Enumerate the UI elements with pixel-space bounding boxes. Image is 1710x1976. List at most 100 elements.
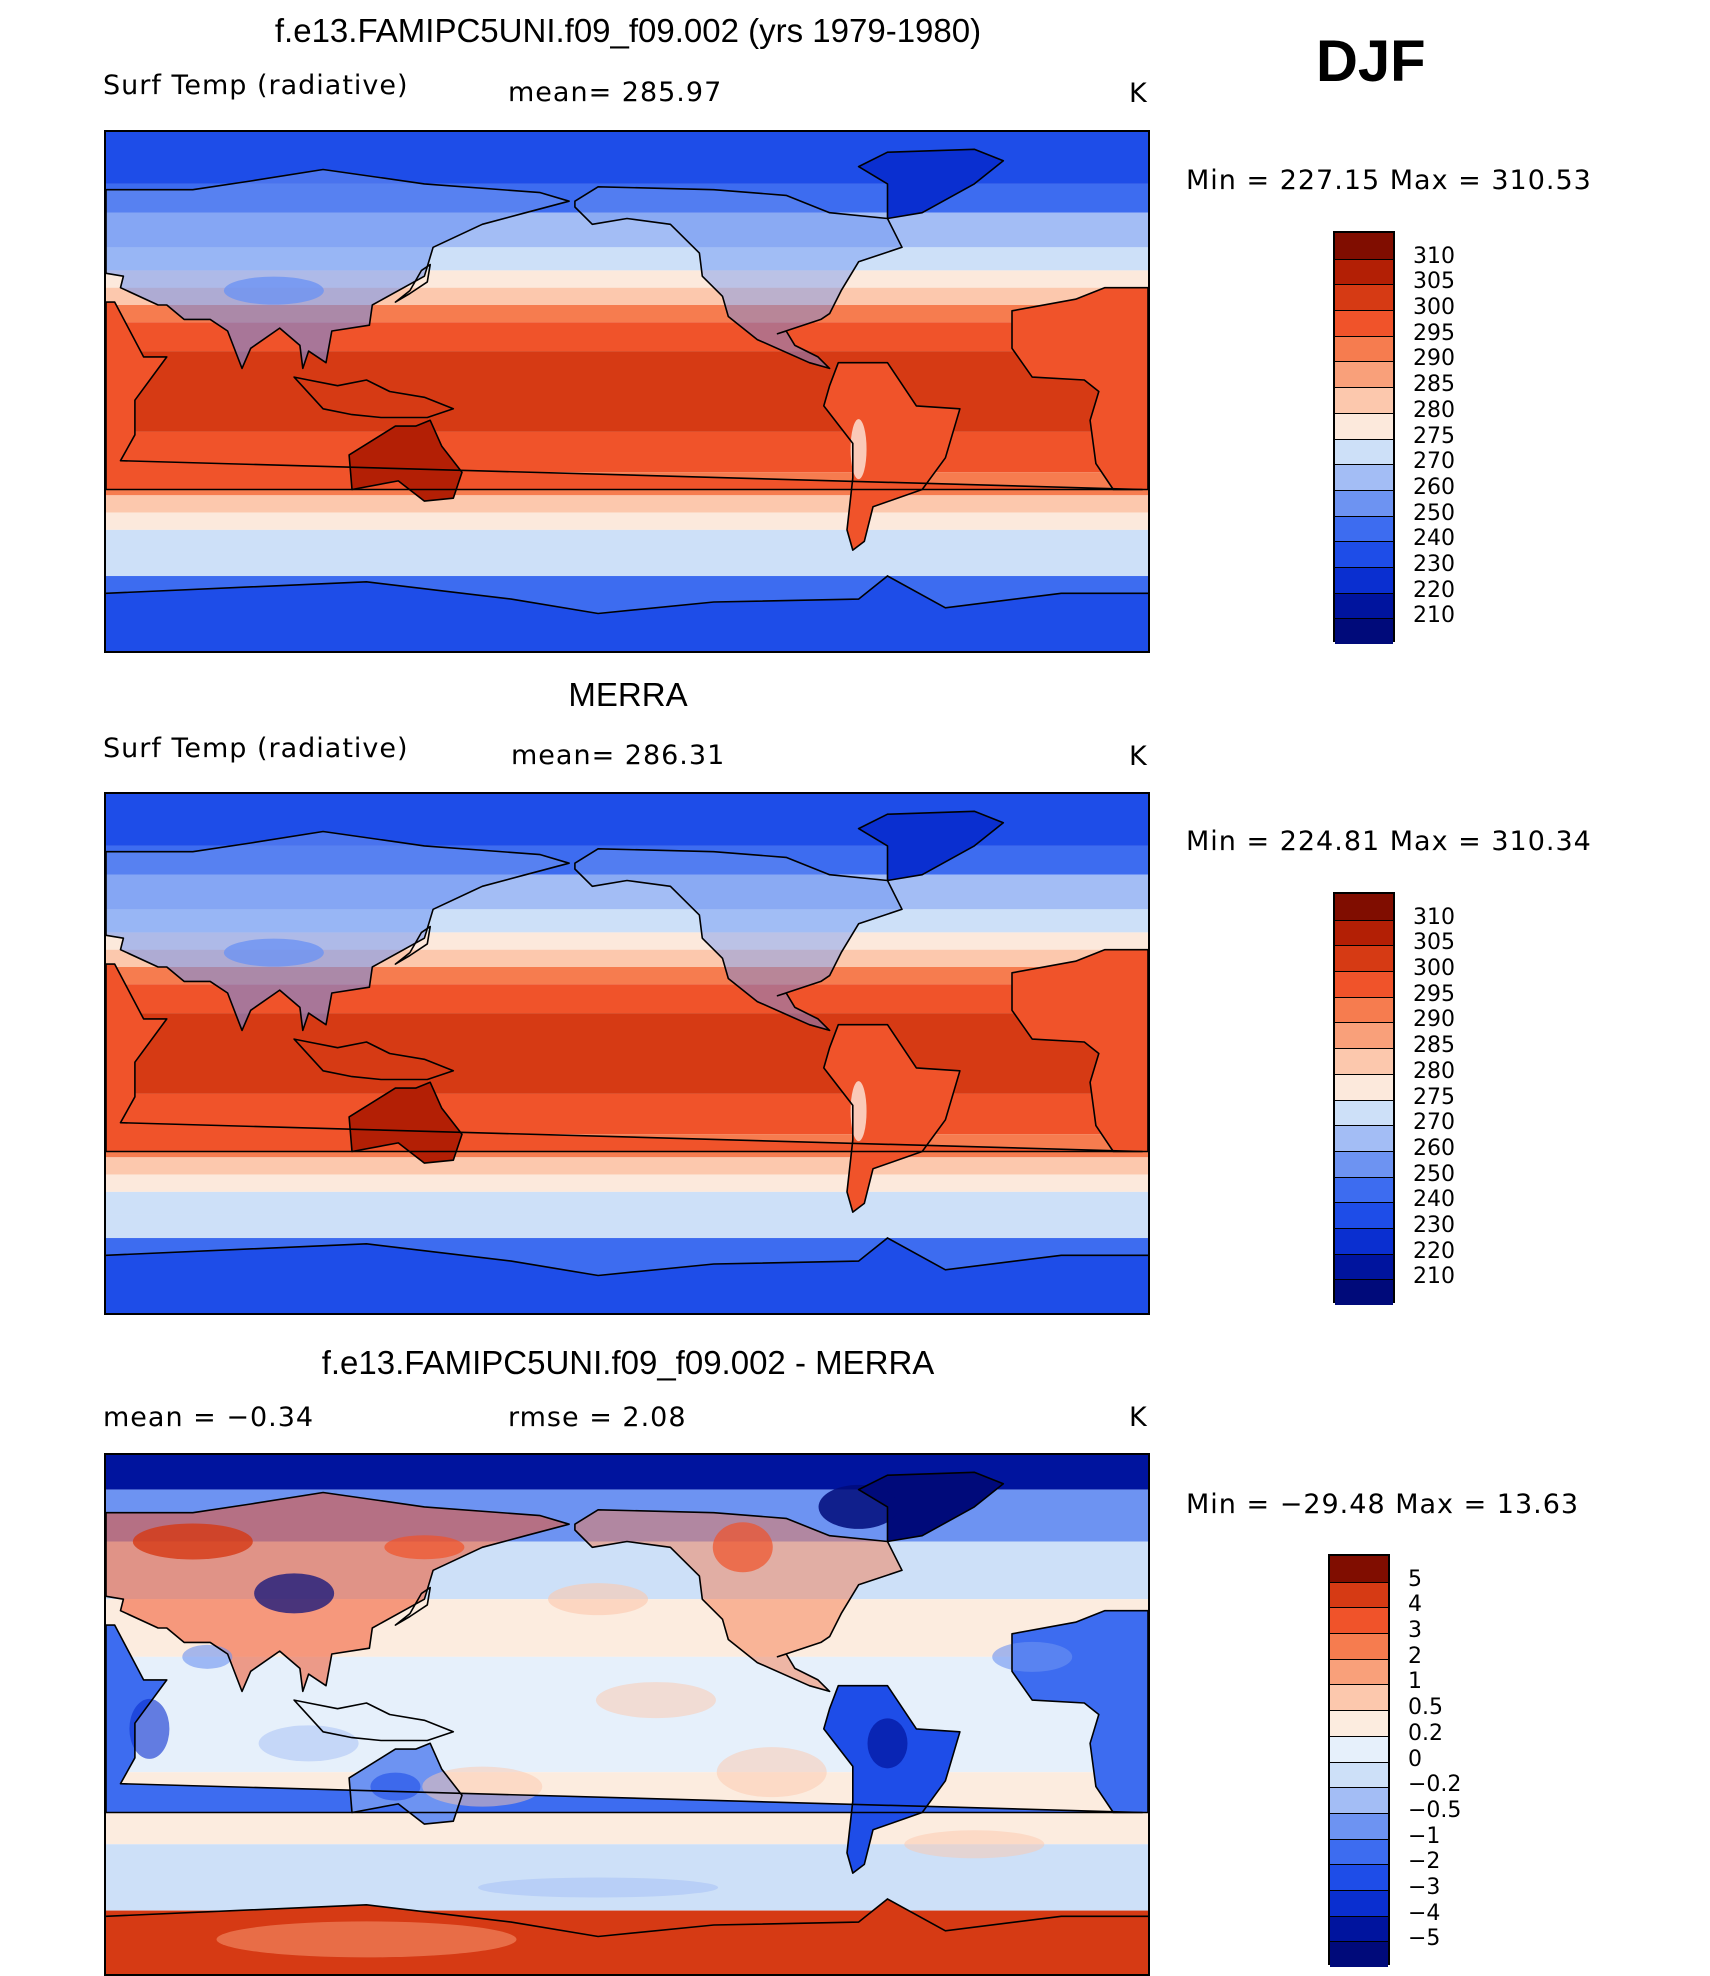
colorbar-swatch (1335, 361, 1393, 388)
colorbar-swatch (1330, 1684, 1388, 1711)
coastline (106, 963, 1143, 1153)
colorbar-tick-label: 275 (1413, 1084, 1455, 1110)
colorbar-tick-label: 220 (1413, 1238, 1455, 1264)
temperature-band (106, 495, 1148, 513)
anomaly-patch (904, 1830, 1045, 1859)
colorbar-swatch (1330, 1838, 1388, 1865)
panel-1-title: f.e13.FAMIPC5UNI.f09_f09.002 (yrs 1979-1… (274, 12, 982, 49)
colorbar-swatch (1335, 1048, 1393, 1074)
anomaly-patch (129, 1698, 170, 1759)
panel-3-map (104, 1453, 1150, 1976)
colorbar-tick-label: 290 (1413, 1007, 1455, 1033)
colorbar-swatch (1330, 1607, 1388, 1634)
anomaly-patch (867, 1718, 908, 1769)
colorbar-swatch (1335, 310, 1393, 336)
colorbar-tick-label: 230 (1413, 551, 1455, 577)
colorbar-swatch (1335, 412, 1393, 439)
panel-1-variable-label: Surf Temp (radiative) (103, 70, 409, 101)
coastline (348, 1742, 463, 1825)
colorbar-swatch (1335, 996, 1393, 1023)
colorbar-tick-label: 285 (1413, 1033, 1455, 1059)
colorbar-tick-label: −3 (1408, 1874, 1441, 1900)
land-shading (106, 576, 1148, 651)
temperature-band (106, 1013, 1148, 1094)
coastline (574, 185, 903, 370)
colorbar-tick-label: 4 (1408, 1592, 1422, 1618)
anomaly-patch (182, 1644, 233, 1669)
colorbar-swatch (1330, 1633, 1388, 1659)
colorbar-tick-label: 260 (1413, 1135, 1455, 1161)
anomaly-patch (992, 1641, 1073, 1672)
panel-2-colorbar (1333, 892, 1395, 1305)
colorbar-swatch (1330, 1864, 1388, 1890)
colorbar-tick-label: 280 (1413, 1058, 1455, 1084)
panel-2-min-max: Min = 224.81 Max = 310.34 (1186, 826, 1592, 857)
coastline (394, 1586, 432, 1626)
panel-2-mean-label: mean= 286.31 (511, 740, 726, 771)
land-shading (294, 377, 454, 418)
coastline (822, 361, 961, 551)
land-shading (349, 1082, 462, 1164)
colorbar-swatch (1330, 1710, 1388, 1736)
colorbar-swatch (1330, 1915, 1388, 1942)
colorbar-swatch (1330, 1556, 1388, 1582)
colorbar-tick-label: 240 (1413, 1187, 1455, 1213)
colorbar-swatch (1335, 233, 1393, 259)
land-shading (858, 149, 1004, 219)
colorbar-tick-label: 0.5 (1408, 1695, 1443, 1721)
panel-3-min-max: Min = −29.48 Max = 13.63 (1186, 1489, 1580, 1520)
colorbar-swatch (1335, 1227, 1393, 1254)
colorbar-tick-label: 295 (1413, 320, 1455, 346)
colorbar-tick-label: 230 (1413, 1212, 1455, 1238)
colorbar-swatch (1335, 541, 1393, 567)
colorbar-swatch (1335, 1150, 1393, 1177)
colorbar-swatch (1330, 1761, 1388, 1788)
colorbar-swatch (1330, 1581, 1388, 1608)
colorbar-tick-label: −2 (1408, 1849, 1441, 1875)
panel-3-mean-label: mean = −0.34 (103, 1402, 315, 1433)
anomaly-patch (223, 276, 324, 305)
land-shading (858, 811, 1004, 881)
panel-2-title: MERRA (568, 676, 688, 713)
colorbar-tick-label: 250 (1413, 1161, 1455, 1187)
anomaly-patch (223, 938, 324, 967)
land-shading (823, 1685, 960, 1874)
panel-3-rmse-label: rmse = 2.08 (508, 1402, 687, 1433)
land-shading (294, 1039, 454, 1080)
temperature-band (106, 529, 1148, 553)
colorbar-tick-label: 295 (1413, 981, 1455, 1007)
anomaly-patch (818, 1484, 899, 1529)
season-label: DJF (1316, 29, 1426, 94)
panel-2-units: K (1129, 741, 1148, 772)
colorbar-swatch (1335, 1125, 1393, 1151)
coastline (857, 1471, 1005, 1543)
coastline (348, 1081, 463, 1164)
colorbar-swatch (1330, 1658, 1388, 1685)
colorbar-tick-label: −5 (1408, 1926, 1441, 1952)
land-shading (1012, 949, 1148, 1152)
colorbar-swatch (1335, 1279, 1393, 1305)
anomaly-patch (254, 1573, 335, 1614)
coastline (106, 1624, 1143, 1814)
colorbar-tick-label: 305 (1413, 269, 1455, 295)
panel-3-title: f.e13.FAMIPC5UNI.f09_f09.002 - MERRA (321, 1344, 935, 1381)
land-shading (106, 831, 570, 1031)
temperature-band (106, 1191, 1148, 1215)
coastline (1011, 1609, 1148, 1814)
coastline (857, 148, 1005, 220)
panel-1-colorbar (1333, 231, 1395, 644)
land-shading (1012, 287, 1148, 490)
colorbar-tick-label: 300 (1413, 956, 1455, 982)
land-shading (823, 362, 960, 551)
colorbar-tick-label: 310 (1413, 904, 1455, 930)
colorbar-swatch (1335, 1202, 1393, 1228)
colorbar-swatch (1335, 919, 1393, 946)
colorbar-tick-label: 250 (1413, 500, 1455, 526)
colorbar-swatch (1335, 1099, 1393, 1126)
colorbar-swatch (1335, 566, 1393, 593)
colorbar-swatch (1335, 1176, 1393, 1203)
anomaly-patch (850, 1081, 867, 1142)
colorbar-tick-label: 280 (1413, 397, 1455, 423)
coastline (106, 575, 1148, 615)
colorbar-tick-label: 275 (1413, 423, 1455, 449)
